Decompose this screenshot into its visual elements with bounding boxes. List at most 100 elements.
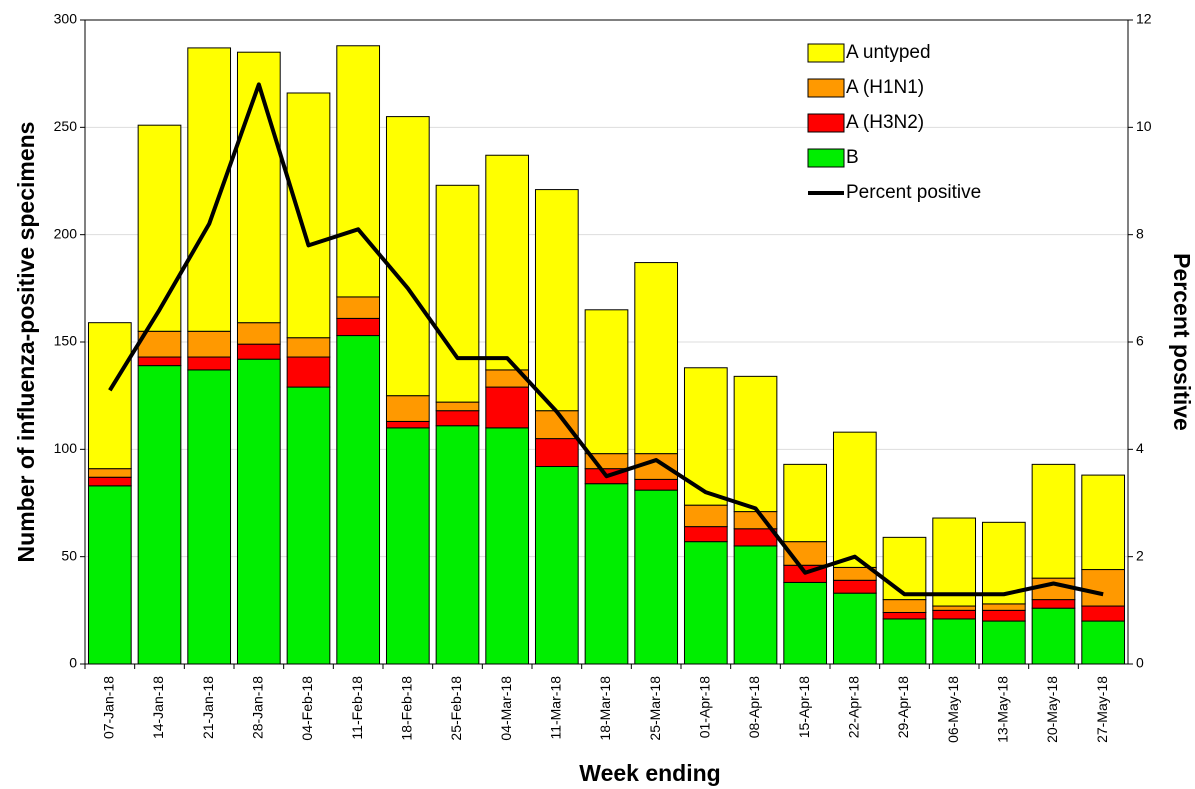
legend-label: B xyxy=(846,147,859,168)
bar-segment xyxy=(236,343,281,360)
x-tick-label: 18-Feb-18 xyxy=(399,676,415,741)
x-tick-label: 11-Mar-18 xyxy=(548,676,564,740)
legend-label: A (H3N2) xyxy=(846,112,924,133)
bar-segment xyxy=(981,620,1026,665)
bar-segment xyxy=(832,431,877,568)
legend-label: A untyped xyxy=(846,42,931,63)
bar-segment xyxy=(187,356,232,371)
bar-segment xyxy=(882,611,927,620)
x-tick-label: 22-Apr-18 xyxy=(846,676,862,738)
legend-label: A (H1N1) xyxy=(846,77,924,98)
bar-segment xyxy=(1081,620,1126,665)
y2-tick-label: 6 xyxy=(1136,333,1144,349)
bar-segment xyxy=(634,478,679,491)
bar-segment xyxy=(286,386,331,665)
x-tick-label: 21-Jan-18 xyxy=(200,676,216,739)
bar-segment xyxy=(435,401,480,412)
bar-segment xyxy=(882,618,927,665)
bar-segment xyxy=(932,609,977,620)
x-tick-label: 06-May-18 xyxy=(945,676,961,743)
x-tick-label: 20-May-18 xyxy=(1044,676,1060,743)
bar-segment xyxy=(336,296,381,319)
legend-swatch xyxy=(807,113,845,133)
y-tick-label: 200 xyxy=(54,225,78,241)
legend-swatch xyxy=(807,78,845,98)
bar-segment xyxy=(435,184,480,403)
x-tick-label: 18-Mar-18 xyxy=(597,676,613,741)
bar-segment xyxy=(534,410,579,440)
x-tick-label: 14-Jan-18 xyxy=(150,676,166,739)
bar-segment xyxy=(286,92,331,339)
bar-segment xyxy=(87,476,132,487)
bar-segment xyxy=(882,599,927,613)
legend-swatch xyxy=(807,148,845,168)
y-tick-label: 150 xyxy=(54,333,78,349)
bar-segment xyxy=(783,463,828,543)
bar-segment xyxy=(733,545,778,665)
x-tick-label: 13-May-18 xyxy=(995,676,1011,743)
y2-tick-label: 10 xyxy=(1136,118,1152,134)
bar-segment xyxy=(733,528,778,547)
bar-segment xyxy=(137,356,182,367)
bar-segment xyxy=(683,541,728,665)
bar-segment xyxy=(683,526,728,543)
y-tick-label: 50 xyxy=(61,547,77,563)
bar-segment xyxy=(634,262,679,455)
bar-segment xyxy=(286,337,331,358)
x-tick-label: 25-Feb-18 xyxy=(448,676,464,741)
bar-segment xyxy=(336,45,381,298)
bar-segment xyxy=(87,322,132,470)
bar-segment xyxy=(286,356,331,388)
y2-tick-label: 2 xyxy=(1136,547,1144,563)
bar-segment xyxy=(1031,577,1076,601)
bar-segment xyxy=(534,189,579,412)
x-tick-label: 27-May-18 xyxy=(1094,676,1110,743)
y-tick-label: 250 xyxy=(54,118,78,134)
y2-tick-label: 12 xyxy=(1136,11,1152,27)
x-tick-label: 04-Feb-18 xyxy=(299,676,315,741)
x-tick-label: 29-Apr-18 xyxy=(895,676,911,738)
bar-segment xyxy=(634,489,679,665)
y-axis-title: Number of influenza-positive specimens xyxy=(13,122,39,563)
bar-segment xyxy=(137,330,182,358)
bar-segment xyxy=(832,579,877,594)
bar-segment xyxy=(435,425,480,665)
bar-segment xyxy=(236,358,281,665)
bar-segment xyxy=(385,395,430,422)
bar-segment xyxy=(932,618,977,665)
bar-segment xyxy=(1081,605,1126,622)
bar-segment xyxy=(981,609,1026,622)
x-tick-label: 07-Jan-18 xyxy=(101,676,117,739)
bar-segment xyxy=(385,116,430,397)
y-tick-label: 100 xyxy=(54,440,78,456)
legend-swatch xyxy=(807,43,845,63)
bar-segment xyxy=(336,335,381,665)
bar-segment xyxy=(683,504,728,528)
bar-segment xyxy=(485,427,530,665)
bar-segment xyxy=(733,375,778,513)
y2-tick-label: 8 xyxy=(1136,225,1144,241)
bar-segment xyxy=(236,322,281,345)
x-tick-label: 28-Jan-18 xyxy=(250,676,266,739)
x-tick-label: 08-Apr-18 xyxy=(746,676,762,738)
bar-segment xyxy=(336,317,381,337)
bar-segment xyxy=(832,592,877,665)
bar-segment xyxy=(534,466,579,665)
y2-tick-label: 0 xyxy=(1136,655,1144,671)
legend-label: Percent positive xyxy=(846,182,981,203)
bar-segment xyxy=(1081,474,1126,571)
bar-segment xyxy=(87,485,132,665)
bar-segment xyxy=(137,124,182,332)
bar-segment xyxy=(534,438,579,468)
bar-segment xyxy=(87,468,132,478)
bar-segment xyxy=(882,536,927,601)
bar-segment xyxy=(981,603,1026,611)
bar-segment xyxy=(932,517,977,607)
bar-segment xyxy=(137,365,182,665)
bar-segment xyxy=(187,330,232,358)
bar-segment xyxy=(1031,607,1076,665)
plot-frame xyxy=(84,19,1129,665)
bar-segment xyxy=(236,51,281,324)
y2-tick-label: 4 xyxy=(1136,440,1144,456)
